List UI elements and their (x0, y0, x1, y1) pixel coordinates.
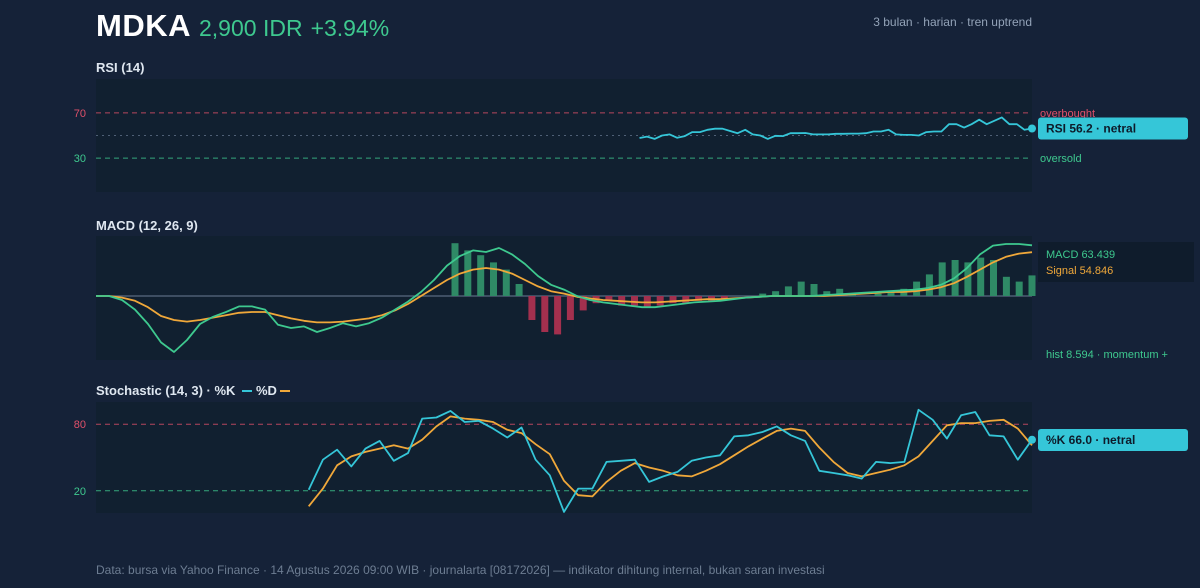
rsi-panel-title: RSI (14) (96, 60, 144, 75)
macd-histogram-bar (759, 293, 767, 296)
macd-histogram-bar (964, 262, 972, 296)
stoch-badge-bg (1038, 429, 1188, 451)
overbought-label: overbought (1040, 108, 1095, 120)
macd-histogram-bar (823, 291, 831, 296)
macd-histogram-bar (977, 257, 985, 296)
rsi-line (639, 116, 1033, 140)
macd-histogram-bar (1002, 276, 1010, 296)
macd-histogram-bar (925, 274, 933, 296)
stoch-panel-bg (96, 402, 1032, 513)
macd-histogram-bar (464, 250, 472, 296)
stoch-tick-label: 20 (74, 486, 86, 498)
header: MDKA 2,900 IDR +3.94% (96, 8, 389, 48)
macd-histogram-bar (720, 296, 728, 299)
macd-histogram-bar (772, 291, 780, 296)
macd-histogram-bar (874, 293, 882, 296)
rsi-tick-label: 30 (74, 153, 86, 165)
macd-histogram-bar (451, 243, 459, 296)
macd-histogram-bar (515, 284, 523, 296)
macd-histogram-bar (502, 269, 510, 296)
macd-histogram-bar (938, 262, 946, 296)
macd-histogram-bar (797, 281, 805, 296)
macd-histogram-bar (631, 296, 638, 306)
macd-panel-title: MACD (12, 26, 9) (96, 218, 198, 233)
macd-histogram-bar (990, 260, 997, 296)
oversold-label: oversold (1040, 153, 1082, 165)
macd-histogram-bar (566, 296, 574, 320)
rsi-last-point (1028, 124, 1036, 133)
rsi-badge: RSI 56.2 · netral (1046, 121, 1136, 135)
stoch-d-line (307, 415, 1033, 507)
macd-histogram-bar (1028, 275, 1036, 296)
macd-panel-bg (96, 236, 1032, 360)
d-legend-label: %D (256, 383, 277, 398)
macd-histogram-bar (528, 296, 536, 320)
macd-legend-label: MACD 63.439 (1046, 249, 1115, 261)
macd-histogram-bar (477, 255, 485, 296)
macd-histogram-bar (1015, 281, 1023, 296)
macd-histogram-bar (541, 296, 549, 332)
rsi-tick-label: 70 (74, 108, 86, 120)
hist-legend-label: hist 8.594 · momentum + (1046, 349, 1168, 361)
macd-line (96, 243, 1033, 353)
current-price: 2,900 IDR (199, 15, 303, 41)
macd-histogram-bar (669, 296, 677, 304)
macd-histogram-bar (695, 296, 703, 301)
stoch-k-line (307, 408, 1033, 513)
macd-histogram-bar (810, 284, 818, 296)
chart-meta: 3 bulan · harian · tren uptrend (873, 15, 1032, 29)
macd-histogram-bar (682, 296, 690, 304)
stoch-tick-label: 80 (74, 419, 86, 431)
ticker-symbol: MDKA (96, 8, 191, 43)
macd-histogram-bar (887, 291, 895, 296)
rsi-badge-bg (1038, 117, 1188, 140)
price-change: +3.94% (310, 15, 390, 41)
macd-histogram-bar (656, 296, 664, 306)
macd-histogram-bar (605, 296, 613, 301)
macd-legend-box (1038, 242, 1194, 282)
footer-source: Data: bursa via Yahoo Finance · 14 Agust… (96, 563, 825, 577)
signal-legend-label: Signal 54.846 (1046, 265, 1113, 277)
macd-histogram-bar (579, 296, 587, 311)
macd-histogram-bar (836, 288, 844, 296)
stoch-panel-title: Stochastic (14, 3) · %K (96, 383, 236, 398)
macd-histogram-bar (784, 286, 792, 296)
stoch-last-point (1028, 435, 1036, 444)
macd-histogram-bar (490, 262, 497, 296)
stoch-badge: %K 66.0 · netral (1046, 433, 1135, 447)
macd-histogram-bar (554, 296, 562, 335)
